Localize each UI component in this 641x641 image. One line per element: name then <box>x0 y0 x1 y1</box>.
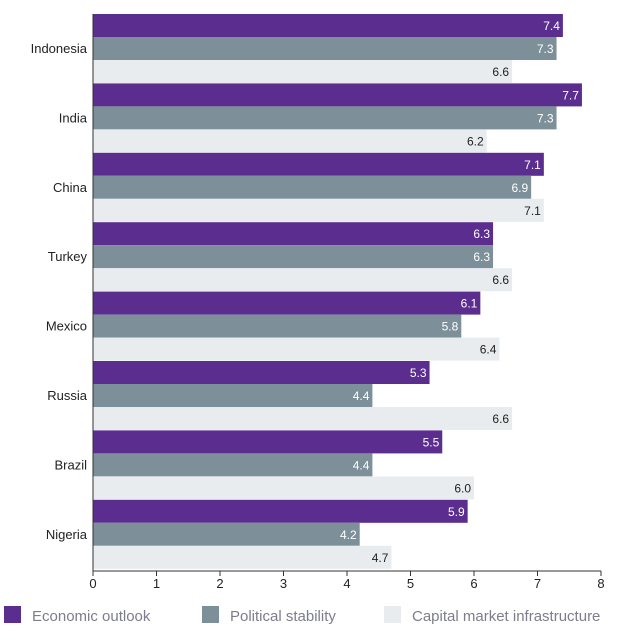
bar-india-political-stability <box>93 106 557 130</box>
value-label-mexico-economic-outlook: 6.1 <box>461 297 478 311</box>
value-label-turkey-economic-outlook: 6.3 <box>473 227 490 241</box>
value-label-brazil-capital-market-infrastructure: 6.0 <box>454 481 471 495</box>
bar-india-capital-market-infrastructure <box>93 129 487 153</box>
bar-russia-capital-market-infrastructure <box>93 407 513 430</box>
value-label-turkey-political-stability: 6.3 <box>473 250 490 264</box>
bar-brazil-political-stability <box>93 453 373 477</box>
value-label-mexico-political-stability: 5.8 <box>442 320 459 334</box>
bar-nigeria-capital-market-infrastructure <box>93 545 392 569</box>
category-label-mexico: Mexico <box>46 319 87 334</box>
legend-swatch-political-stability <box>202 606 219 623</box>
bar-turkey-capital-market-infrastructure <box>93 268 513 292</box>
bar-indonesia-political-stability <box>93 37 557 60</box>
bar-brazil-economic-outlook <box>93 430 443 454</box>
value-label-russia-political-stability: 4.4 <box>353 389 370 403</box>
bar-mexico-political-stability <box>93 314 462 338</box>
value-label-china-political-stability: 6.9 <box>511 181 528 195</box>
bar-indonesia-capital-market-infrastructure <box>93 60 513 83</box>
x-tick-label: 1 <box>153 576 160 591</box>
value-label-brazil-economic-outlook: 5.5 <box>423 435 440 449</box>
legend-label-economic-outlook: Economic outlook <box>32 608 151 625</box>
legend-swatch-capital-market-infrastructure <box>384 606 401 623</box>
legend-label-political-stability: Political stability <box>230 608 336 625</box>
bar-china-capital-market-infrastructure <box>93 198 544 222</box>
x-tick-label: 3 <box>280 576 287 591</box>
value-label-indonesia-political-stability: 7.3 <box>537 42 554 56</box>
bar-india-economic-outlook <box>93 83 582 107</box>
bar-china-economic-outlook <box>93 152 544 176</box>
category-label-nigeria: Nigeria <box>46 527 88 542</box>
bar-russia-economic-outlook <box>93 361 430 384</box>
value-label-nigeria-political-stability: 4.2 <box>340 528 357 542</box>
category-label-china: China <box>53 180 88 195</box>
category-label-russia: Russia <box>47 388 88 403</box>
bar-brazil-capital-market-infrastructure <box>93 476 474 500</box>
value-label-nigeria-capital-market-infrastructure: 4.7 <box>372 551 389 565</box>
value-label-india-political-stability: 7.3 <box>537 111 554 125</box>
bars <box>93 14 582 569</box>
x-tick-label: 8 <box>597 576 604 591</box>
bar-mexico-economic-outlook <box>93 291 481 315</box>
value-label-turkey-capital-market-infrastructure: 6.6 <box>492 273 509 287</box>
category-label-india: India <box>59 110 88 125</box>
bar-russia-political-stability <box>93 384 373 407</box>
legend-label-capital-market-infrastructure: Capital market infrastructure <box>412 608 600 625</box>
x-tick-label: 0 <box>89 576 96 591</box>
bar-mexico-capital-market-infrastructure <box>93 337 500 361</box>
bar-indonesia-economic-outlook <box>93 14 563 37</box>
value-label-brazil-political-stability: 4.4 <box>353 458 370 472</box>
bar-china-political-stability <box>93 175 532 199</box>
value-label-india-capital-market-infrastructure: 6.2 <box>467 134 484 148</box>
bar-nigeria-political-stability <box>93 522 360 546</box>
bar-nigeria-economic-outlook <box>93 499 468 523</box>
x-tick-label: 4 <box>343 576 350 591</box>
legend-swatch-economic-outlook <box>4 606 21 623</box>
value-label-nigeria-economic-outlook: 5.9 <box>448 505 465 519</box>
bar-turkey-political-stability <box>93 245 494 269</box>
x-tick-label: 5 <box>407 576 414 591</box>
value-label-china-economic-outlook: 7.1 <box>524 158 541 172</box>
x-tick-label: 2 <box>216 576 223 591</box>
category-label-brazil: Brazil <box>54 457 87 472</box>
value-labels: 7.47.36.67.77.36.27.16.97.16.36.36.66.15… <box>340 19 579 565</box>
value-label-russia-economic-outlook: 5.3 <box>410 366 427 380</box>
category-label-indonesia: Indonesia <box>31 41 88 56</box>
value-label-china-capital-market-infrastructure: 7.1 <box>524 204 541 218</box>
value-label-indonesia-economic-outlook: 7.4 <box>543 19 560 33</box>
value-label-indonesia-capital-market-infrastructure: 6.6 <box>492 65 509 79</box>
x-tick-label: 6 <box>470 576 477 591</box>
x-tick-label: 7 <box>534 576 541 591</box>
value-label-mexico-capital-market-infrastructure: 6.4 <box>480 343 497 357</box>
category-labels: Indonesia India China Turkey Mexico Russia Bra… <box>31 41 88 542</box>
legend: Economic outlook Political stability Capit… <box>4 606 600 625</box>
x-axis-ticks: 0 1 2 3 4 5 6 7 8 <box>89 571 605 591</box>
value-label-india-economic-outlook: 7.7 <box>562 88 579 102</box>
category-label-turkey: Turkey <box>48 249 88 264</box>
value-label-russia-capital-market-infrastructure: 6.6 <box>492 412 509 426</box>
bar-turkey-economic-outlook <box>93 222 494 246</box>
